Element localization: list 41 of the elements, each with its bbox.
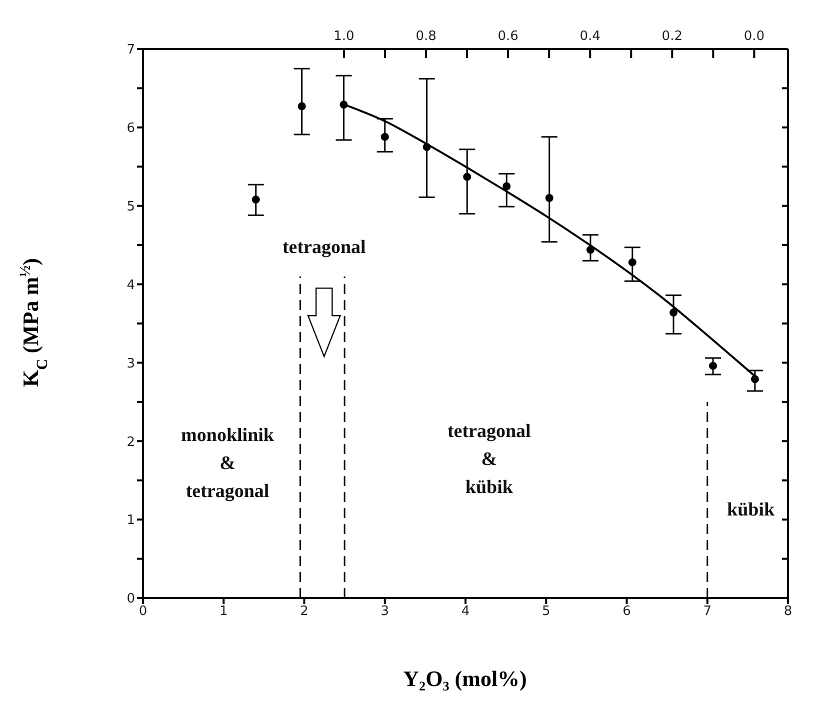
point xyxy=(670,308,678,317)
x2-tick-label: 1.0 xyxy=(334,29,354,44)
point xyxy=(628,258,636,266)
y-tick-label: 6 xyxy=(126,121,135,136)
point xyxy=(750,375,759,384)
x2-tick-label: 0.6 xyxy=(498,29,518,44)
point xyxy=(502,182,511,190)
x-tick-label: 8 xyxy=(784,604,792,620)
y-tick-label: 7 xyxy=(126,42,135,58)
x-tick-label: 1 xyxy=(219,604,228,620)
x2-tick-label: 0.2 xyxy=(662,29,682,44)
point xyxy=(422,143,431,152)
annotation: tetragonal & kübik xyxy=(447,421,531,498)
x2-tick-label: 0.0 xyxy=(744,29,765,44)
y-tick-label: 3 xyxy=(126,356,135,372)
point xyxy=(586,246,594,254)
annotation: tetragonal xyxy=(282,236,366,258)
point xyxy=(380,132,389,141)
x-axis-title: Y₂O₃ (mol%) xyxy=(403,666,527,691)
y-tick-label: 1 xyxy=(126,513,135,528)
point xyxy=(298,102,306,110)
y-tick-label: 2 xyxy=(126,434,135,450)
annotation: kübik xyxy=(727,500,775,521)
point xyxy=(252,196,260,204)
point xyxy=(545,194,554,202)
x-tick-label: 2 xyxy=(300,604,308,620)
point xyxy=(463,172,472,181)
x2-tick-label: 0.8 xyxy=(416,29,436,44)
point xyxy=(340,100,348,109)
x-tick-label: 5 xyxy=(542,604,550,620)
x-tick-label: 4 xyxy=(461,604,470,620)
x-tick-label: 0 xyxy=(138,604,148,620)
x-tick-label: 3 xyxy=(380,604,390,620)
y-tick-label: 5 xyxy=(126,199,135,214)
y-tick-label: 4 xyxy=(126,278,135,293)
x2-tick-label: 0.4 xyxy=(580,29,600,44)
point xyxy=(709,362,718,370)
x-tick-label: 7 xyxy=(703,604,712,620)
y-tick-label: 0 xyxy=(126,592,135,607)
annotation: monoklinik & tetragonal xyxy=(181,425,274,502)
x-tick-label: 6 xyxy=(622,604,631,620)
